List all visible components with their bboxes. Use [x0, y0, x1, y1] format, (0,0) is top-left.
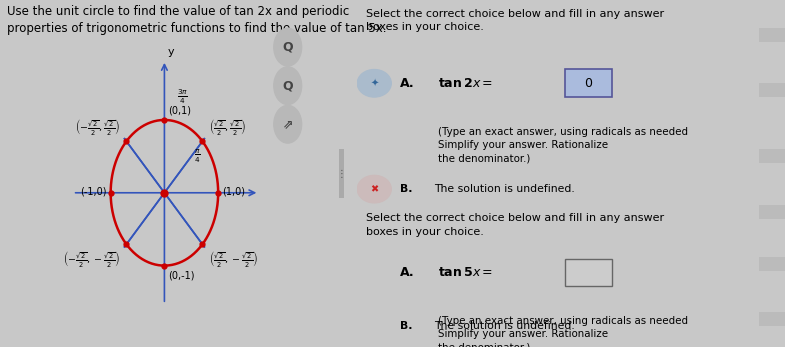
- Text: The solution is undefined.: The solution is undefined.: [434, 184, 575, 194]
- Circle shape: [357, 69, 392, 97]
- Circle shape: [274, 67, 301, 104]
- FancyBboxPatch shape: [759, 149, 785, 163]
- FancyBboxPatch shape: [759, 83, 785, 97]
- Text: ⇗: ⇗: [283, 118, 293, 131]
- Text: B.: B.: [400, 321, 412, 331]
- FancyBboxPatch shape: [564, 259, 612, 286]
- Text: (-1,0): (-1,0): [80, 186, 106, 196]
- Text: $\mathbf{tan\,2}x=$: $\mathbf{tan\,2}x=$: [439, 77, 494, 90]
- Circle shape: [274, 28, 301, 66]
- Text: (Type an exact answer, using radicals as needed
Simplify your answer. Rationaliz: (Type an exact answer, using radicals as…: [439, 316, 688, 347]
- FancyBboxPatch shape: [564, 69, 612, 97]
- FancyBboxPatch shape: [339, 149, 344, 198]
- Text: $\mathbf{tan\,5}x=$: $\mathbf{tan\,5}x=$: [439, 266, 494, 279]
- Text: Q: Q: [283, 79, 293, 92]
- Text: $\left(\frac{\sqrt{2}}{2},\frac{\sqrt{2}}{2}\right)$: $\left(\frac{\sqrt{2}}{2},\frac{\sqrt{2}…: [209, 117, 246, 137]
- Circle shape: [357, 175, 392, 203]
- Circle shape: [274, 105, 301, 143]
- Text: (0,1): (0,1): [168, 106, 192, 116]
- Text: A.: A.: [400, 266, 414, 279]
- FancyBboxPatch shape: [759, 205, 785, 219]
- FancyBboxPatch shape: [759, 312, 785, 326]
- Text: (1,0): (1,0): [222, 186, 245, 196]
- Text: Select the correct choice below and fill in any answer
boxes in your choice.: Select the correct choice below and fill…: [366, 9, 664, 32]
- Text: y: y: [167, 48, 174, 57]
- Text: B.: B.: [400, 184, 412, 194]
- FancyBboxPatch shape: [759, 257, 785, 271]
- Text: ✖: ✖: [371, 184, 378, 194]
- Text: $\!\left(-\frac{\sqrt{2}}{2},-\frac{\sqrt{2}}{2}\right)$: $\!\left(-\frac{\sqrt{2}}{2},-\frac{\sqr…: [64, 248, 120, 269]
- FancyBboxPatch shape: [759, 28, 785, 42]
- Text: ⋮: ⋮: [337, 169, 346, 178]
- Text: $\frac{\pi}{4}$: $\frac{\pi}{4}$: [194, 148, 201, 165]
- Text: $\frac{3\pi}{4}$: $\frac{3\pi}{4}$: [177, 88, 188, 106]
- Text: The solution is undefined.: The solution is undefined.: [434, 321, 575, 331]
- Text: 0: 0: [584, 77, 592, 90]
- Text: Use the unit circle to find the value of tan 2x and periodic
properties of trigo: Use the unit circle to find the value of…: [7, 5, 386, 35]
- Text: (Type an exact answer, using radicals as needed
Simplify your answer. Rationaliz: (Type an exact answer, using radicals as…: [439, 127, 688, 164]
- Text: $\left(\frac{\sqrt{2}}{2},-\frac{\sqrt{2}}{2}\right)$: $\left(\frac{\sqrt{2}}{2},-\frac{\sqrt{2…: [209, 248, 258, 269]
- Text: ✦: ✦: [371, 78, 378, 88]
- Text: Q: Q: [283, 41, 293, 54]
- Text: Select the correct choice below and fill in any answer
boxes in your choice.: Select the correct choice below and fill…: [366, 213, 664, 237]
- Text: (0,-1): (0,-1): [168, 271, 195, 281]
- Text: $\!\left(-\frac{\sqrt{2}}{2},\frac{\sqrt{2}}{2}\right)$: $\!\left(-\frac{\sqrt{2}}{2},\frac{\sqrt…: [75, 117, 120, 137]
- Text: A.: A.: [400, 77, 414, 90]
